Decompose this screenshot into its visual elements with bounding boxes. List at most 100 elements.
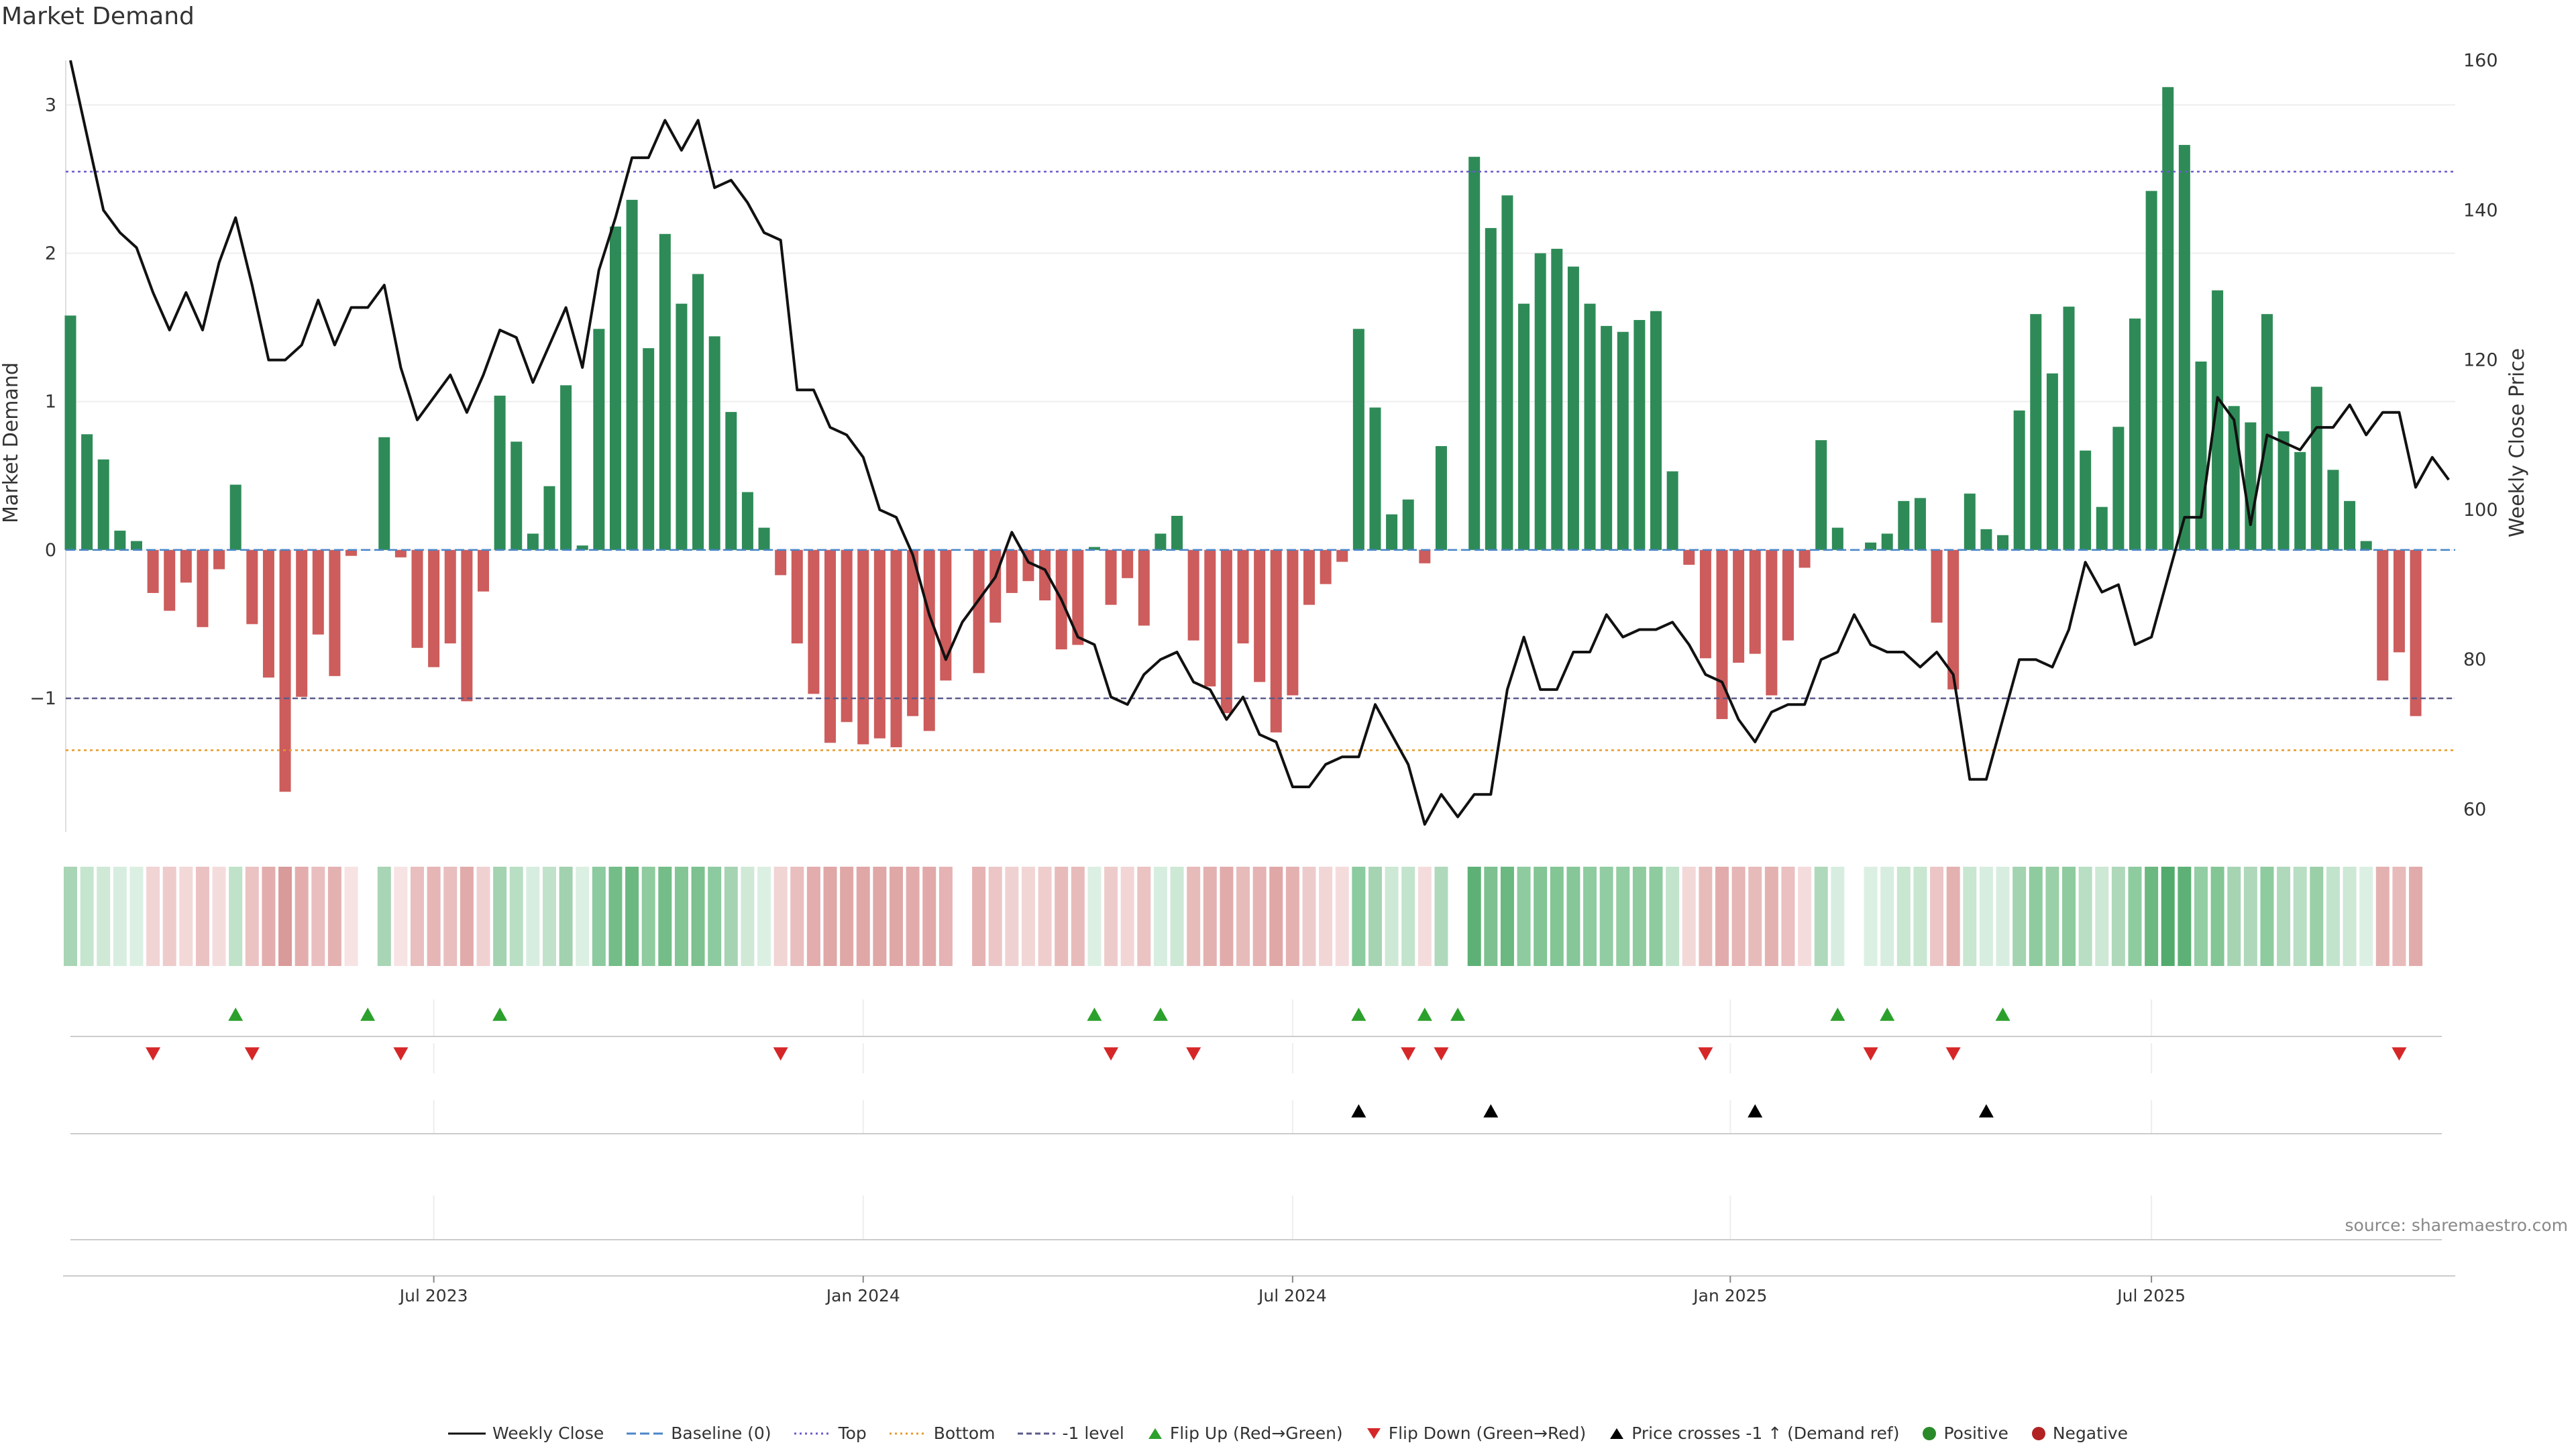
negative-bar xyxy=(1419,549,1431,564)
negative-bar xyxy=(164,549,176,611)
positive-bar xyxy=(1881,533,1893,550)
demand-strip-cell xyxy=(1731,867,1746,966)
demand-strip-cell xyxy=(1996,867,2010,966)
demand-strip-cell xyxy=(2029,867,2043,966)
legend-item-baseline: Baseline (0) xyxy=(627,1424,771,1443)
positive-bar xyxy=(2096,506,2108,550)
negative-bar xyxy=(1947,549,1960,690)
demand-strip-cell xyxy=(2012,867,2027,966)
positive-bar xyxy=(2178,145,2190,550)
flip-down-marker xyxy=(1945,1047,1961,1061)
demand-strip-cell xyxy=(1005,867,1019,966)
positive-bar xyxy=(1534,253,1546,550)
legend-item-price-cross: Price crosses -1 ↑ (Demand ref) xyxy=(1609,1424,1899,1443)
negative-bar xyxy=(890,549,902,747)
y-tick-label: 0 xyxy=(45,540,56,561)
circle-icon xyxy=(1923,1426,1937,1440)
demand-strip-cell xyxy=(1220,867,1234,966)
demand-strip-cell xyxy=(2045,867,2059,966)
positive-bar xyxy=(1815,440,1827,550)
demand-strip-cell xyxy=(327,867,341,966)
flip-down-marker xyxy=(773,1047,788,1061)
demand-strip-cell xyxy=(1203,867,1217,966)
y-tick-label: 1 xyxy=(45,392,56,413)
negative-bar xyxy=(1336,549,1348,562)
demand-strip-cell xyxy=(542,867,556,966)
demand-strip-cell xyxy=(2326,867,2340,966)
negative-bar xyxy=(478,549,489,592)
positive-bar xyxy=(2360,541,2372,550)
positive-bar xyxy=(659,233,671,550)
demand-strip-cell xyxy=(1385,867,1399,966)
legend-label-minus1: -1 level xyxy=(1062,1424,1124,1443)
negative-bar xyxy=(329,549,341,676)
flip-up-marker xyxy=(1417,1008,1432,1021)
positive-bar xyxy=(1650,311,1662,550)
demand-strip-cell xyxy=(377,867,391,966)
positive-bar xyxy=(2063,307,2075,550)
negative-bar xyxy=(923,549,935,731)
demand-strip-cell xyxy=(361,867,375,966)
negative-bar xyxy=(1122,549,1134,578)
demand-strip-cell xyxy=(906,867,920,966)
positive-bar xyxy=(2145,191,2157,550)
positive-bar xyxy=(1914,498,1926,550)
demand-strip-cell xyxy=(1236,867,1250,966)
demand-strip-cell xyxy=(1831,867,1845,966)
legend: Weekly Close Baseline (0) Top Bottom -1 … xyxy=(0,1424,2576,1443)
demand-strip-cell xyxy=(262,867,276,966)
positive-bar xyxy=(708,336,720,550)
demand-strip-cell xyxy=(2260,867,2274,966)
demand-strip-cell xyxy=(1319,867,1333,966)
demand-strip-cell xyxy=(1781,867,1795,966)
positive-bar xyxy=(97,459,109,550)
flip-down-marker xyxy=(1401,1047,1416,1061)
demand-strip-cell xyxy=(757,867,771,966)
demand-strip-cell xyxy=(2062,867,2076,966)
price-cross-marker xyxy=(1351,1104,1366,1118)
demand-strip-cell xyxy=(840,867,854,966)
positive-bar xyxy=(1386,514,1398,550)
legend-item-minus1: -1 level xyxy=(1018,1424,1124,1443)
demand-strip-cell xyxy=(1649,867,1663,966)
demand-strip-cell xyxy=(724,867,738,966)
positive-bar xyxy=(378,437,390,550)
chart-title: Market Demand xyxy=(1,3,195,30)
triangle-up-icon xyxy=(1148,1428,1162,1439)
price-cross-marker xyxy=(1978,1104,1994,1118)
demand-strip-cell xyxy=(1500,867,1514,966)
demand-strip-cell xyxy=(1368,867,1382,966)
positive-bar xyxy=(725,412,737,550)
demand-strip-cell xyxy=(1401,867,1415,966)
demand-strip-cell xyxy=(245,867,259,966)
positive-bar xyxy=(494,395,506,550)
positive-bar xyxy=(511,441,523,550)
demand-strip-cell xyxy=(1930,867,1944,966)
negative-bar xyxy=(1931,549,1943,623)
demand-strip-cell xyxy=(1699,867,1713,966)
demand-strip-cell xyxy=(1550,867,1564,966)
negative-bar xyxy=(394,549,407,557)
dotted-line-swatch-icon xyxy=(889,1432,927,1434)
negative-bar xyxy=(444,549,456,644)
negative-bar xyxy=(428,549,440,667)
demand-strip-cell xyxy=(212,867,226,966)
positive-bar xyxy=(1865,542,1877,550)
weekly-close-line xyxy=(69,60,2450,826)
flip-up-marker xyxy=(492,1008,508,1021)
demand-strip-cell xyxy=(641,867,655,966)
source-note: source: sharemaestro.com xyxy=(2345,1216,2569,1235)
positive-bar xyxy=(2277,431,2290,550)
y-right-tick-label: 120 xyxy=(2463,350,2498,371)
demand-strip-cell xyxy=(1764,867,1778,966)
flip-down-marker xyxy=(1104,1047,1119,1061)
negative-bar xyxy=(279,549,291,792)
demand-strip-cell xyxy=(64,867,77,966)
demand-strip-cell xyxy=(1682,867,1696,966)
negative-bar xyxy=(841,549,853,722)
demand-strip-cell xyxy=(1583,867,1597,966)
positive-bar xyxy=(2129,318,2141,550)
demand-strip-cell xyxy=(1417,867,1432,966)
x-tick-label: Jul 2023 xyxy=(398,1286,468,1305)
negative-bar xyxy=(791,549,803,644)
